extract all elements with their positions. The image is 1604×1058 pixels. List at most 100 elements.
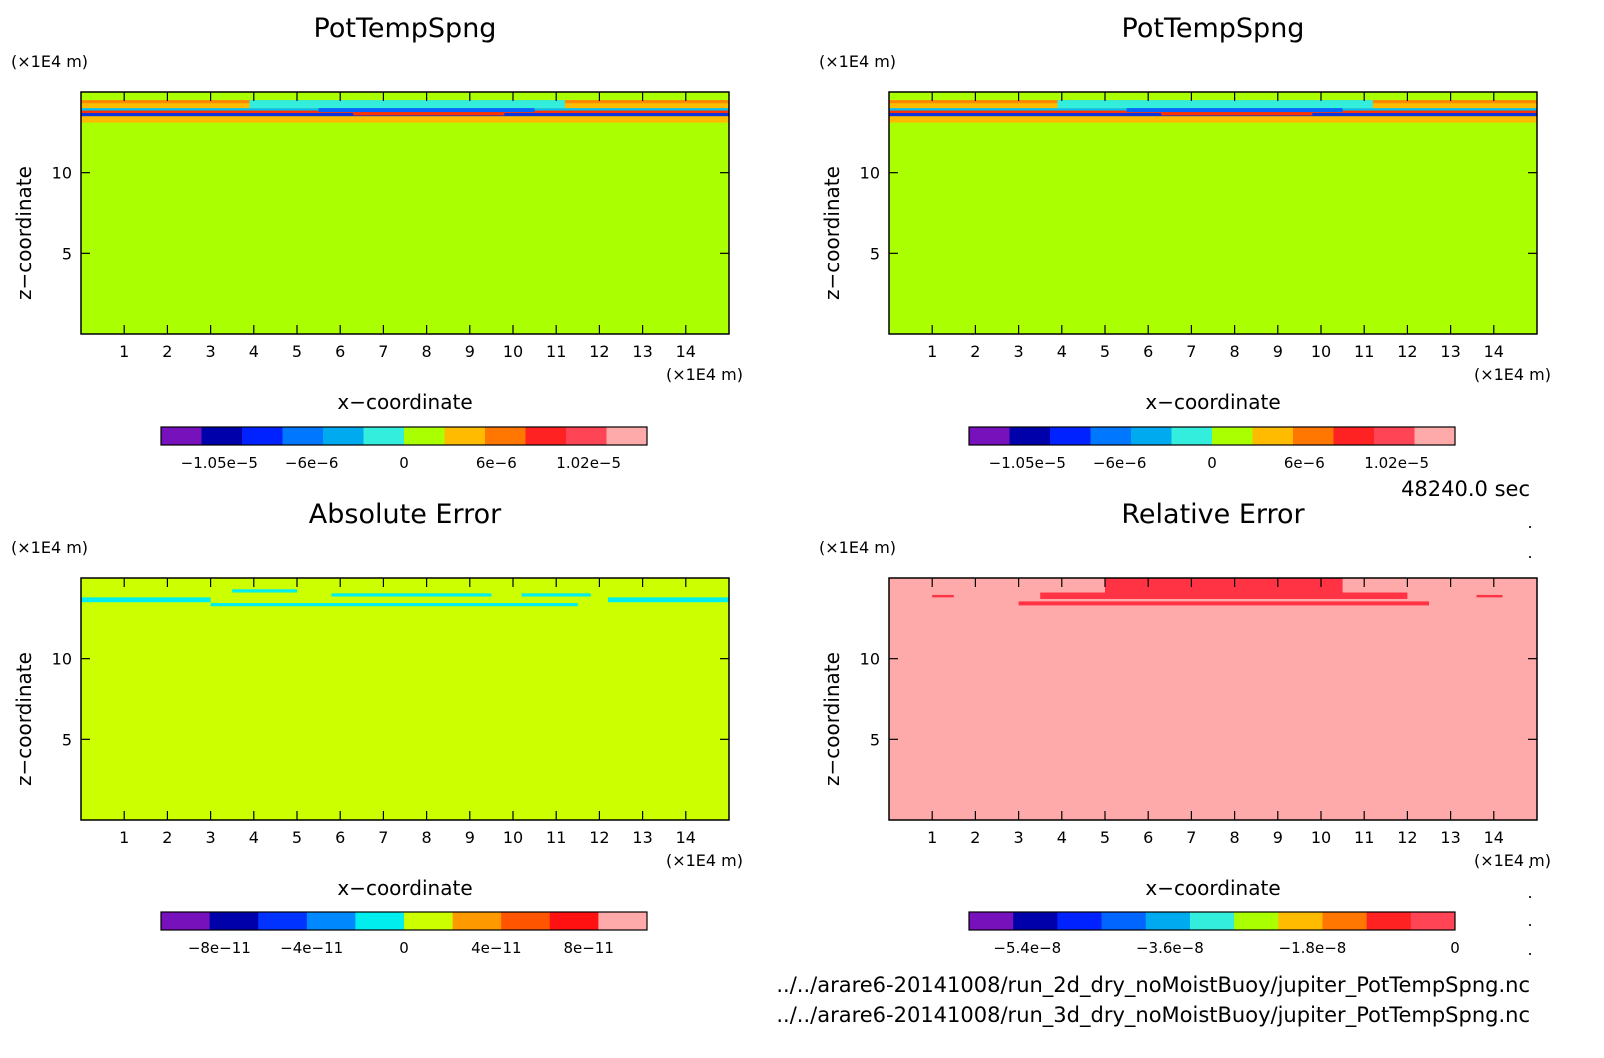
colorbar-frame xyxy=(160,426,648,446)
x-tick-label: 3 xyxy=(1014,342,1024,361)
x-tick-label: 11 xyxy=(546,828,566,847)
x-tick-label: 1 xyxy=(119,342,129,361)
x-tick-label: 5 xyxy=(1100,342,1110,361)
field-region xyxy=(81,597,211,603)
x-tick-label: 8 xyxy=(1230,342,1240,361)
colorbar-tick-label: 8e−11 xyxy=(563,939,613,957)
x-tick-label: 10 xyxy=(1311,342,1331,361)
x-tick-label: 14 xyxy=(1484,828,1504,847)
y-axis-label: z−coordinate xyxy=(820,652,844,786)
field-region xyxy=(81,116,729,123)
x-axis-unit: (×1E4 m) xyxy=(1474,851,1551,870)
field-region xyxy=(1018,601,1429,606)
y-tick-label: 10 xyxy=(860,164,880,183)
colorbar-swatch xyxy=(452,912,502,930)
chart-title: Absolute Error xyxy=(309,499,502,530)
x-tick-label: 4 xyxy=(249,342,259,361)
x-tick-label: 5 xyxy=(1100,828,1110,847)
colorbar-tick-label: −1.05e−5 xyxy=(989,454,1066,472)
field-region xyxy=(353,112,505,116)
x-tick-label: 3 xyxy=(206,828,216,847)
x-tick-label: 10 xyxy=(503,342,523,361)
colorbar-tick-label: −3.6e−8 xyxy=(1136,939,1204,957)
y-tick-label: 5 xyxy=(870,730,880,749)
colorbar-swatch xyxy=(161,912,211,930)
x-tick-label: 11 xyxy=(1354,342,1374,361)
x-tick-label: 12 xyxy=(589,342,609,361)
x-tick-label: 7 xyxy=(378,342,388,361)
dot-marker: . xyxy=(1527,940,1532,959)
file-path-3d: ../../arare6-20141008/run_3d_dry_noMoist… xyxy=(776,1003,1530,1028)
dot-marker: . xyxy=(1527,853,1532,872)
x-tick-label: 2 xyxy=(162,828,172,847)
file-path-2d: ../../arare6-20141008/run_2d_dry_noMoist… xyxy=(776,973,1530,998)
x-tick-label: 4 xyxy=(1057,342,1067,361)
colorbar-swatch xyxy=(1212,427,1253,445)
x-tick-label: 12 xyxy=(1397,342,1417,361)
x-tick-label: 14 xyxy=(676,828,696,847)
plot-background xyxy=(889,92,1537,334)
plot-background xyxy=(81,92,729,334)
colorbar-tick-label: 1.02e−5 xyxy=(556,454,621,472)
dot-marker: . xyxy=(1527,543,1532,562)
colorbar-swatch xyxy=(1057,912,1103,930)
colorbar-swatch xyxy=(598,912,648,930)
colorbar-tick-label: 1.02e−5 xyxy=(1364,454,1429,472)
x-tick-label: 14 xyxy=(1484,342,1504,361)
x-tick-label: 8 xyxy=(1230,828,1240,847)
colorbar-swatch xyxy=(549,912,599,930)
colorbar-frame xyxy=(968,426,1456,446)
x-tick-label: 5 xyxy=(292,342,302,361)
plot-frame xyxy=(80,91,730,335)
colorbar-swatch xyxy=(566,427,607,445)
field-region xyxy=(1161,112,1313,116)
chart-panel-2: PotTempSpng(×1E4 m)1 2 3 4 5 6 7 8 9 10 11 12 13 1451… xyxy=(819,13,1551,472)
x-tick-label: 3 xyxy=(1014,828,1024,847)
x-tick-label: 4 xyxy=(1057,828,1067,847)
plot-background xyxy=(889,578,1537,820)
y-axis-unit: (×1E4 m) xyxy=(819,538,896,557)
chart-panel-4: Relative Error(×1E4 m)1 2 3 4 5 6 7 8 9 10 11 12 13 1… xyxy=(819,499,1551,957)
colorbar-swatch xyxy=(306,912,356,930)
field-region xyxy=(932,594,954,598)
colorbar-swatch xyxy=(501,912,551,930)
field-region xyxy=(1057,100,1373,109)
colorbar-swatch xyxy=(161,427,202,445)
x-tick-label: 12 xyxy=(589,828,609,847)
x-tick-label: 6 xyxy=(335,342,345,361)
field-region xyxy=(1126,108,1343,113)
y-axis-label: z−coordinate xyxy=(12,652,36,786)
dot-marker: . xyxy=(1527,911,1532,930)
colorbar-swatch xyxy=(1009,427,1051,445)
x-tick-label: 2 xyxy=(970,342,980,361)
y-axis-unit: (×1E4 m) xyxy=(11,52,88,71)
colorbar-swatch xyxy=(1252,427,1294,445)
y-tick-label: 5 xyxy=(870,244,880,263)
x-axis-unit: (×1E4 m) xyxy=(666,365,743,384)
x-axis-unit: (×1E4 m) xyxy=(666,851,743,870)
x-tick-label: 13 xyxy=(632,828,652,847)
colorbar-swatch xyxy=(1013,912,1058,930)
x-tick-label: 4 xyxy=(249,828,259,847)
colorbar-swatch xyxy=(1293,427,1334,445)
y-tick-label: 10 xyxy=(52,650,72,669)
colorbar-swatch xyxy=(969,427,1010,445)
field-region xyxy=(521,593,591,597)
field-region xyxy=(331,593,492,597)
x-tick-label: 6 xyxy=(1143,828,1153,847)
field-region xyxy=(232,589,297,593)
colorbar-swatch xyxy=(404,427,445,445)
colorbar-tick-label: −6e−6 xyxy=(285,454,338,472)
chart-panel-1: PotTempSpng(×1E4 m)1 2 3 4 5 6 7 8 9 10 11 12 13 1451… xyxy=(11,13,743,472)
colorbar-swatch xyxy=(258,912,308,930)
colorbar-swatch xyxy=(1090,427,1132,445)
colorbar-swatch xyxy=(242,427,283,445)
x-tick-label: 13 xyxy=(632,342,652,361)
y-tick-label: 10 xyxy=(52,164,72,183)
x-tick-label: 1 xyxy=(927,828,937,847)
x-tick-label: 8 xyxy=(422,828,432,847)
x-axis-unit: (×1E4 m) xyxy=(1474,365,1551,384)
colorbar-tick-label: −1.05e−5 xyxy=(181,454,258,472)
colorbar: −8e−11 −4e−11 0 4e−11 8e−11 xyxy=(160,911,648,957)
